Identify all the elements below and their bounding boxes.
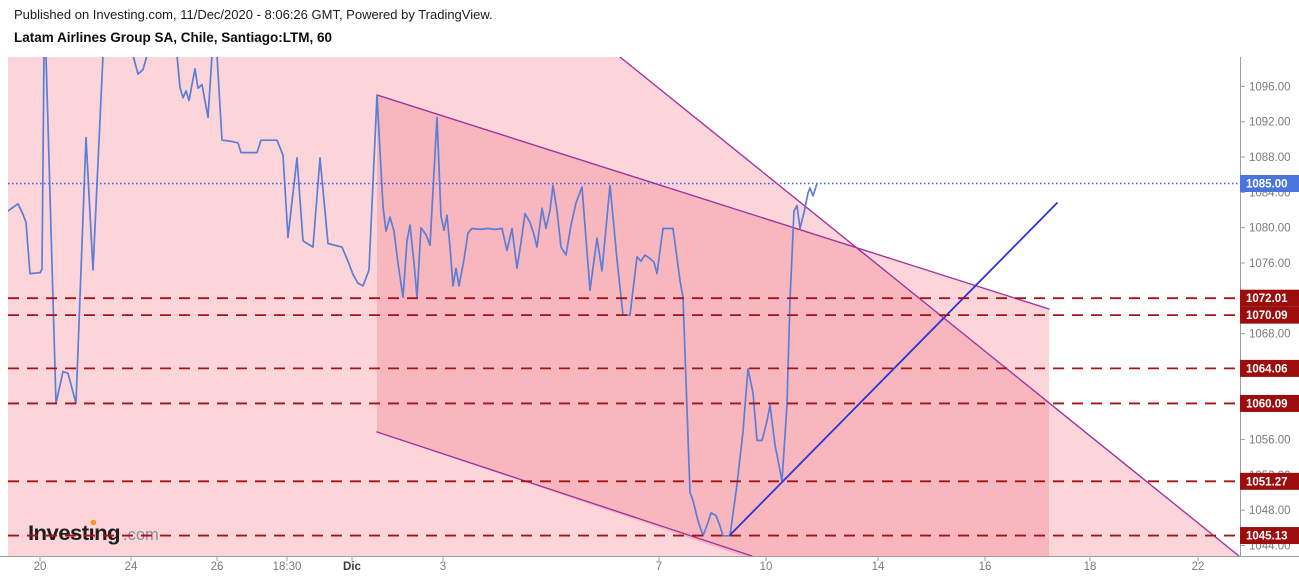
price-line [45, 57, 104, 405]
channel-lower-trendline [376, 431, 753, 556]
watermark-main: Investıng [28, 521, 120, 545]
price-tick-label: 1056.00 [1249, 435, 1291, 447]
badge-value: 1045.13 [1246, 531, 1288, 543]
time-tick-label: 3 [440, 561, 446, 573]
badge-value: 1085.00 [1246, 179, 1288, 191]
ascending-trendline [729, 202, 1058, 536]
price-line [176, 57, 213, 119]
price-line [132, 57, 148, 75]
last-price-badge: 1085.00 [1240, 175, 1299, 192]
time-tick-label: 18:30 [273, 561, 302, 573]
price-tick-label: 1068.00 [1249, 329, 1291, 341]
triangle-upper-trendline [619, 57, 1240, 556]
time-tick-label: 7 [656, 561, 662, 573]
chart-header: Published on Investing.com, 11/Dec/2020 … [14, 6, 493, 46]
badge-value: 1072.01 [1246, 293, 1288, 305]
price-tick-label: 1088.00 [1249, 152, 1291, 164]
badge-value: 1060.09 [1246, 398, 1288, 410]
badge-value: 1070.09 [1246, 310, 1288, 322]
price-line [216, 57, 818, 537]
badge-value: 1064.06 [1246, 363, 1288, 375]
price-tick-label: 1096.00 [1249, 81, 1291, 93]
time-tick-label: 16 [979, 561, 992, 573]
time-tick-label: Dic [343, 561, 362, 573]
time-tick-label: 24 [125, 561, 138, 573]
level-price-badge: 1045.13 [1240, 527, 1299, 545]
time-tick-label: 10 [760, 561, 773, 573]
time-tick-label: 22 [1192, 561, 1205, 573]
price-tick-label: 1048.00 [1249, 505, 1291, 517]
investing-watermark: Investıng .com [28, 519, 159, 545]
time-tick-label: 26 [211, 561, 224, 573]
level-price-badge: 1051.27 [1240, 472, 1299, 490]
plot-area: Investıng .com [8, 57, 1240, 556]
time-tick-label: 18 [1084, 561, 1097, 573]
watermark-suffix: .com [123, 526, 159, 544]
level-price-badge: 1060.09 [1240, 394, 1299, 412]
level-price-badge: 1070.09 [1240, 306, 1299, 324]
published-caption: Published on Investing.com, 11/Dec/2020 … [14, 7, 493, 22]
badge-value: 1051.27 [1246, 476, 1288, 488]
price-line [8, 57, 45, 275]
level-price-badge: 1064.06 [1240, 359, 1299, 377]
price-tick-label: 1080.00 [1249, 223, 1291, 235]
price-tick-label: 1076.00 [1249, 258, 1291, 270]
channel-upper-trendline [376, 94, 1050, 310]
time-tick-label: 20 [34, 561, 47, 573]
price-tick-label: 1092.00 [1249, 117, 1291, 129]
time-tick-label: 14 [872, 561, 885, 573]
falling-channel-shade [377, 95, 1049, 556]
time-axis-labels[interactable]: 20 24 26 18:30 Dic 3 7 10 14 16 18 22 [34, 557, 1205, 573]
level-price-badge: 1072.01 [1240, 289, 1299, 307]
descending-triangle-shade [8, 57, 1239, 556]
watermark-orange-dot-icon [90, 519, 97, 526]
instrument-title: Latam Airlines Group SA, Chile, Santiago… [14, 30, 333, 45]
